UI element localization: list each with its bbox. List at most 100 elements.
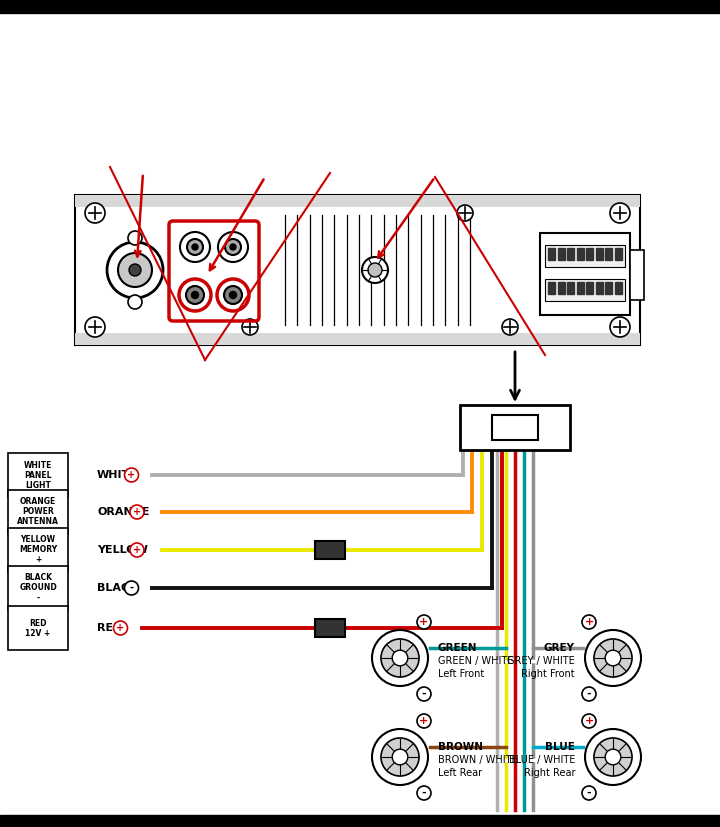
Circle shape <box>180 232 210 262</box>
Text: +: + <box>127 470 135 480</box>
Bar <box>614 282 621 294</box>
Text: GREY / WHITE: GREY / WHITE <box>508 656 575 666</box>
Text: RED: RED <box>30 619 47 628</box>
Circle shape <box>582 615 596 629</box>
Circle shape <box>381 738 419 776</box>
Circle shape <box>381 639 419 677</box>
Circle shape <box>372 630 428 686</box>
Text: -: - <box>422 788 426 798</box>
Bar <box>8 528 68 572</box>
Bar <box>577 282 583 294</box>
Circle shape <box>585 630 641 686</box>
Bar <box>545 245 625 267</box>
Bar <box>315 619 345 637</box>
Circle shape <box>179 279 211 311</box>
Bar <box>460 405 570 450</box>
Circle shape <box>610 317 630 337</box>
Circle shape <box>128 231 142 245</box>
Text: YELLOW: YELLOW <box>97 545 148 555</box>
Circle shape <box>585 729 641 785</box>
Circle shape <box>594 639 632 677</box>
Circle shape <box>594 738 632 776</box>
Circle shape <box>130 505 144 519</box>
Text: -: - <box>130 583 133 593</box>
Text: GROUND: GROUND <box>19 584 57 592</box>
Text: ANTENNA: ANTENNA <box>17 518 59 527</box>
Bar <box>8 490 68 534</box>
Bar <box>595 282 603 294</box>
Bar <box>75 195 640 345</box>
Bar <box>557 282 564 294</box>
Text: LIGHT: LIGHT <box>25 480 51 490</box>
Circle shape <box>582 714 596 728</box>
Text: GREY: GREY <box>544 643 575 653</box>
Circle shape <box>417 615 431 629</box>
Circle shape <box>417 687 431 701</box>
Circle shape <box>192 244 198 250</box>
Text: 12V +: 12V + <box>25 629 50 638</box>
Circle shape <box>129 264 141 276</box>
Text: WHITE: WHITE <box>97 470 138 480</box>
Circle shape <box>114 621 127 635</box>
Bar <box>586 282 593 294</box>
Bar <box>492 415 538 440</box>
Text: +: + <box>35 556 41 565</box>
Bar <box>8 453 68 497</box>
Circle shape <box>582 786 596 800</box>
Text: ORANGE: ORANGE <box>20 498 56 506</box>
Text: WHITE: WHITE <box>24 461 52 470</box>
Text: Left Rear: Left Rear <box>438 768 482 778</box>
Bar <box>8 606 68 650</box>
Circle shape <box>224 286 242 304</box>
Text: +: + <box>419 617 428 627</box>
Text: BLUE: BLUE <box>545 742 575 752</box>
Circle shape <box>417 786 431 800</box>
Circle shape <box>417 714 431 728</box>
Text: -: - <box>37 594 40 603</box>
Circle shape <box>125 581 138 595</box>
Bar <box>605 248 612 260</box>
Bar <box>567 282 574 294</box>
Bar <box>595 248 603 260</box>
Bar <box>315 541 345 559</box>
Circle shape <box>610 203 630 223</box>
Circle shape <box>107 242 163 298</box>
Circle shape <box>217 279 249 311</box>
Circle shape <box>225 239 241 255</box>
Bar <box>75 333 640 345</box>
Circle shape <box>125 468 138 482</box>
Circle shape <box>218 232 248 262</box>
Bar <box>557 248 564 260</box>
Circle shape <box>372 729 428 785</box>
Text: Right Front: Right Front <box>521 669 575 679</box>
Circle shape <box>85 203 105 223</box>
Text: GREEN: GREEN <box>438 643 477 653</box>
Circle shape <box>192 291 199 299</box>
Bar <box>540 233 630 315</box>
Text: POWER: POWER <box>22 508 54 517</box>
Text: BROWN: BROWN <box>438 742 483 752</box>
Bar <box>614 248 621 260</box>
Circle shape <box>230 244 236 250</box>
Bar <box>8 566 68 610</box>
Circle shape <box>85 317 105 337</box>
Text: BROWN / WHITE: BROWN / WHITE <box>438 755 518 765</box>
Circle shape <box>605 749 621 765</box>
Circle shape <box>392 749 408 765</box>
Bar <box>605 282 612 294</box>
Text: GREEN / WHITE: GREEN / WHITE <box>438 656 513 666</box>
Text: +: + <box>133 545 141 555</box>
Text: +: + <box>117 623 125 633</box>
Text: -: - <box>587 788 591 798</box>
Text: +: + <box>585 617 593 627</box>
Text: RED: RED <box>97 623 122 633</box>
Circle shape <box>605 650 621 666</box>
Text: -: - <box>587 689 591 699</box>
Circle shape <box>186 286 204 304</box>
Text: MEMORY: MEMORY <box>19 546 57 554</box>
Circle shape <box>242 319 258 335</box>
Circle shape <box>128 295 142 309</box>
Circle shape <box>582 687 596 701</box>
Text: ORANGE: ORANGE <box>97 507 150 517</box>
Text: YELLOW: YELLOW <box>20 536 55 544</box>
